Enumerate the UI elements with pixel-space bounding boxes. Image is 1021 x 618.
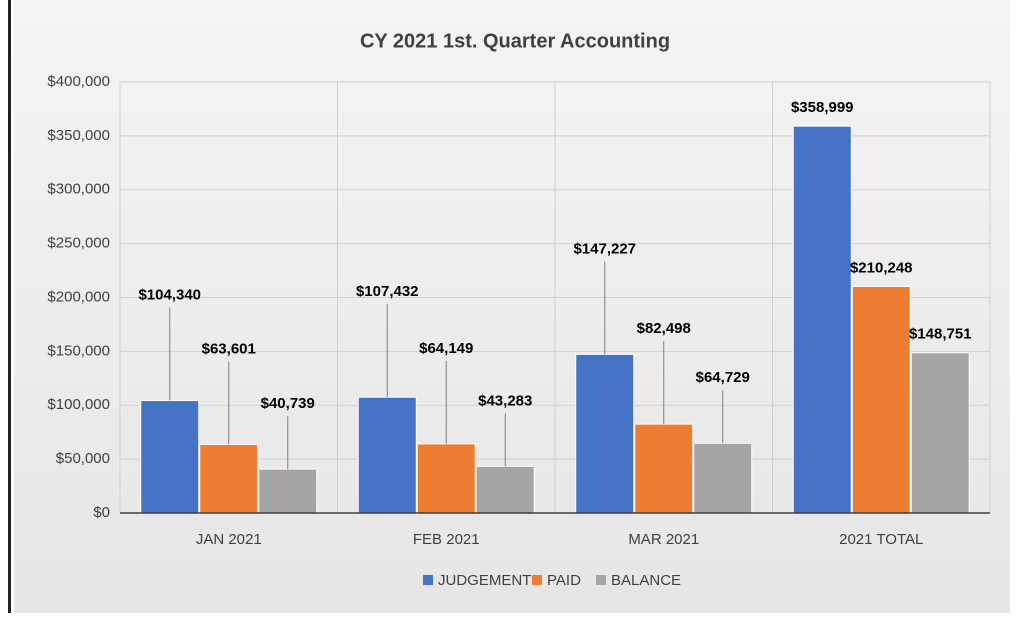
data-label: $104,340 [138,287,201,304]
x-tick-label: JAN 2021 [196,531,262,548]
bar [910,352,970,514]
bar [575,353,635,514]
x-tick-label: MAR 2021 [628,531,699,548]
data-label: $64,729 [696,369,750,386]
data-label: $107,432 [356,283,419,300]
left-edge [8,0,11,613]
data-label: $40,739 [261,395,315,412]
bar [357,396,417,514]
y-tick-label: $150,000 [47,342,110,359]
data-label: $82,498 [637,320,691,337]
x-tick-label: FEB 2021 [413,531,480,548]
bar [851,285,911,514]
x-tick-label: 2021 TOTAL [839,531,923,548]
legend-swatch [532,575,542,585]
y-tick-label: $400,000 [47,73,110,90]
y-tick-label: $0 [93,504,110,521]
legend-label: JUDGEMENT [438,572,531,589]
bar [258,468,318,514]
chart-title: CY 2021 1st. Quarter Accounting [360,30,670,52]
bar [416,443,476,514]
data-label: $43,283 [478,392,532,409]
data-label: $63,601 [202,340,256,357]
data-label: $64,149 [419,340,473,357]
data-label: $147,227 [573,240,636,257]
legend-swatch [596,575,606,585]
legend-swatch [423,575,433,585]
y-tick-label: $300,000 [47,181,110,198]
data-label: $358,999 [791,99,854,116]
y-tick-label: $350,000 [47,127,110,144]
data-label: $148,751 [909,326,972,343]
bar [634,423,694,514]
bar [475,465,535,514]
legend-label: BALANCE [611,572,681,589]
bar [199,443,259,514]
y-tick-label: $250,000 [47,235,110,252]
y-tick-label: $200,000 [47,288,110,305]
bar [693,442,753,514]
y-tick-label: $50,000 [56,450,110,467]
legend-label: PAID [547,572,581,589]
data-label: $210,248 [850,259,913,276]
bar [140,400,200,514]
bar [792,125,852,514]
y-tick-label: $100,000 [47,396,110,413]
